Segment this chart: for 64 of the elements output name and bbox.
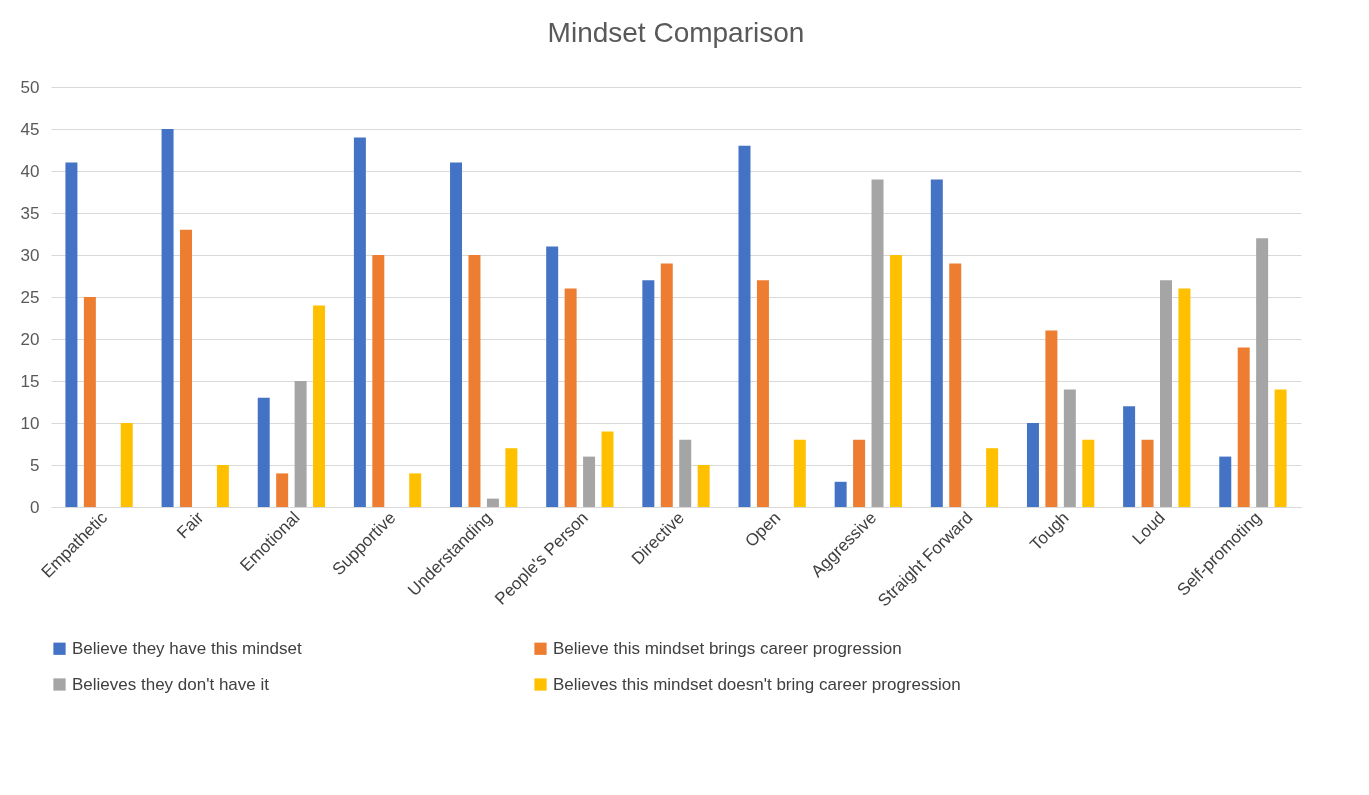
bar	[313, 305, 326, 507]
bar	[1045, 330, 1058, 507]
legend-label: Believes they don't have it	[72, 674, 270, 694]
bar	[486, 498, 499, 507]
bar	[697, 465, 710, 507]
bar	[505, 448, 518, 507]
bar	[793, 439, 806, 507]
bar	[1274, 389, 1287, 507]
y-tick-label: 15	[20, 371, 40, 391]
chart-title: Mindset Comparison	[547, 17, 805, 48]
bar	[1237, 347, 1250, 507]
bar	[1082, 439, 1095, 507]
y-tick-label: 5	[30, 455, 40, 475]
bar	[180, 229, 192, 507]
bar	[120, 423, 133, 507]
bar	[546, 246, 559, 507]
y-tick-label: 10	[20, 413, 40, 433]
legend-label: Believe they have this mindset	[72, 638, 302, 658]
y-tick-label: 25	[20, 287, 40, 307]
y-tick-label: 20	[20, 329, 40, 349]
bar	[853, 439, 866, 507]
y-tick-label: 0	[30, 497, 40, 517]
bar	[583, 456, 596, 507]
bar	[409, 473, 422, 507]
bar	[65, 162, 78, 507]
bar	[660, 263, 673, 507]
bar	[83, 297, 96, 507]
bar	[450, 162, 463, 507]
bar	[1026, 423, 1039, 507]
bar	[216, 465, 229, 507]
y-tick-label: 45	[20, 119, 40, 139]
y-tick-label: 30	[20, 245, 40, 265]
bar	[930, 179, 943, 507]
bar	[889, 255, 902, 507]
bar	[871, 179, 884, 507]
bar	[601, 431, 614, 507]
bar	[949, 263, 962, 507]
bar	[834, 481, 847, 507]
legend-label: Believe this mindset brings career progression	[553, 638, 902, 658]
bar	[679, 439, 692, 507]
y-tick-label: 40	[20, 161, 40, 181]
bar	[1178, 288, 1191, 507]
y-tick-label: 50	[20, 77, 40, 97]
bar	[1219, 456, 1232, 507]
bar	[738, 145, 751, 507]
bar	[756, 280, 769, 507]
bar	[276, 473, 289, 507]
bar	[642, 280, 655, 507]
bar	[1160, 280, 1172, 507]
bar	[468, 255, 481, 507]
bar	[353, 137, 366, 507]
x-tick-label: Fair	[173, 507, 208, 543]
bar	[161, 129, 174, 507]
bar	[1141, 439, 1154, 507]
y-tick-label: 35	[20, 203, 40, 223]
bar	[564, 288, 577, 507]
legend-label: Believes this mindset doesn't bring career progression	[553, 674, 961, 694]
bar	[257, 397, 270, 507]
bar	[294, 381, 307, 507]
bar	[1123, 406, 1136, 507]
bar	[1256, 238, 1269, 507]
bar	[1063, 389, 1076, 507]
bar	[372, 255, 385, 507]
bar	[986, 448, 999, 507]
